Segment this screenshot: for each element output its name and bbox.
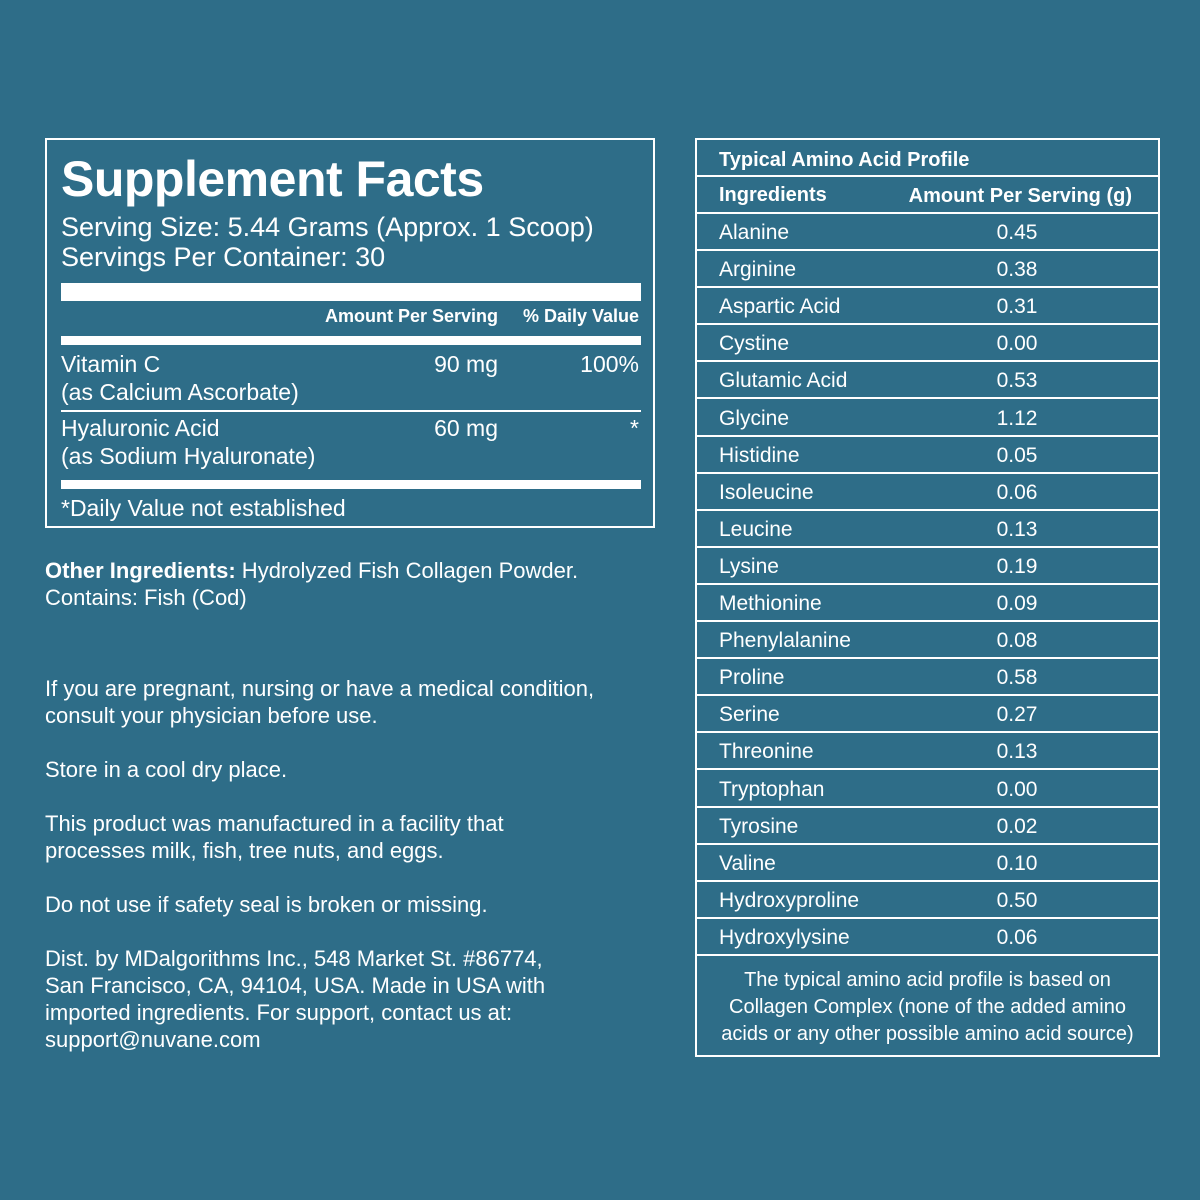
amino-acid-name: Hydroxyproline <box>719 888 860 912</box>
amino-acid-name: Isoleucine <box>719 480 814 504</box>
amino-acid-amount: 0.05 <box>996 443 1038 467</box>
other-ingredients: Other Ingredients: Hydrolyzed Fish Colla… <box>45 557 655 611</box>
amino-acid-amount: 0.02 <box>996 814 1038 838</box>
table-row: Leucine 0.13 <box>697 511 1158 548</box>
amino-acid-name: Tryptophan <box>719 777 825 801</box>
table-row: Arginine 0.38 <box>697 251 1158 289</box>
divider-thin <box>61 410 641 412</box>
other-ingredients-text: Hydrolyzed Fish Collagen Powder. <box>235 558 579 583</box>
nutrient-amount: 60 mg <box>434 415 498 441</box>
amino-acid-amount: 0.09 <box>996 592 1038 615</box>
amino-acid-amount: 0.19 <box>996 554 1038 578</box>
table-row: Tyrosine 0.02 <box>697 808 1158 845</box>
table-row: Cystine 0.00 <box>697 325 1158 363</box>
nutrient-label: Vitamin C <box>61 351 161 377</box>
amino-acid-name: Histidine <box>719 443 800 467</box>
allergen-contains: Contains: Fish (Cod) <box>45 585 247 610</box>
amino-acid-name: Methionine <box>719 592 822 615</box>
amino-acid-name: Threonine <box>719 740 814 764</box>
nutrient-daily-value: * <box>630 415 639 441</box>
facts-title: Supplement Facts <box>61 151 484 207</box>
amino-acid-amount: 0.45 <box>996 221 1038 244</box>
amino-acid-amount: 0.08 <box>996 629 1038 653</box>
serving-info: Serving Size: 5.44 Grams (Approx. 1 Scoo… <box>61 212 594 272</box>
table-row: Threonine 0.13 <box>697 733 1158 771</box>
amino-acid-name: Serine <box>719 703 780 727</box>
other-ingredients-label: Other Ingredients: <box>45 558 236 583</box>
amino-title-row: Typical Amino Acid Profile <box>697 140 1158 177</box>
amino-acid-amount: 0.00 <box>996 777 1038 801</box>
table-row: Hydroxyproline 0.50 <box>697 882 1158 919</box>
table-row: Valine 0.10 <box>697 845 1158 882</box>
amino-acid-name: Proline <box>719 666 785 690</box>
storage-instructions: Store in a cool dry place. <box>45 757 288 782</box>
serving-size: Serving Size: 5.44 Grams (Approx. 1 Scoo… <box>61 212 594 242</box>
allergen-facility-notice: This product was manufactured in a facil… <box>45 811 504 863</box>
safety-seal-notice: Do not use if safety seal is broken or m… <box>45 892 488 917</box>
amino-acid-name: Valine <box>719 851 776 875</box>
amino-acid-name: Aspartic Acid <box>719 295 841 319</box>
amino-acid-profile-table: Typical Amino Acid Profile Ingredients A… <box>695 138 1160 1057</box>
table-row: Tryptophan 0.00 <box>697 771 1158 808</box>
amino-acid-name: Lysine <box>719 554 779 578</box>
divider-medium <box>61 480 641 489</box>
table-row: Methionine 0.09 <box>697 585 1158 622</box>
amino-acid-amount: 0.27 <box>996 703 1038 727</box>
amino-acid-amount: 0.10 <box>996 851 1038 875</box>
servings-per-container: Servings Per Container: 30 <box>61 242 386 272</box>
amino-acid-amount: 0.13 <box>996 740 1038 764</box>
table-row: Histidine 0.05 <box>697 437 1158 474</box>
amino-header-row: Ingredients Amount Per Serving (g) <box>697 177 1158 214</box>
nutrient-form: (as Calcium Ascorbate) <box>61 379 299 405</box>
amino-acid-amount: 0.13 <box>996 517 1038 541</box>
amino-acid-amount: 0.00 <box>996 332 1038 356</box>
amino-table-title: Typical Amino Acid Profile <box>719 149 970 171</box>
nutrient-form: (as Sodium Hyaluronate) <box>61 443 316 469</box>
amino-acid-name: Tyrosine <box>719 814 799 838</box>
amino-acid-name: Leucine <box>719 517 793 541</box>
table-row: Glycine 1.12 <box>697 400 1158 437</box>
amino-acid-amount: 0.38 <box>996 258 1038 282</box>
amino-acid-name: Glycine <box>719 406 790 430</box>
amino-acid-name: Cystine <box>719 332 790 356</box>
nutrient-amount: 90 mg <box>434 351 498 377</box>
amino-acid-amount: 0.06 <box>996 480 1038 504</box>
amino-acid-amount: 0.31 <box>996 295 1038 319</box>
amino-acid-name: Hydroxylysine <box>719 925 850 949</box>
table-row: Aspartic Acid 0.31 <box>697 288 1158 326</box>
table-row: Proline 0.58 <box>697 659 1158 697</box>
nutrient-name: Hyaluronic Acid (as Sodium Hyaluronate) <box>61 414 315 470</box>
table-row: Hydroxylysine 0.06 <box>697 919 1158 956</box>
pregnancy-warning: If you are pregnant, nursing or have a m… <box>45 676 595 728</box>
nutrient-name: Vitamin C (as Calcium Ascorbate) <box>61 350 299 406</box>
table-row: Lysine 0.19 <box>697 548 1158 585</box>
table-row: Isoleucine 0.06 <box>697 474 1158 511</box>
divider-medium <box>61 336 641 345</box>
amino-acid-amount: 0.50 <box>996 888 1038 912</box>
amino-acid-name: Arginine <box>719 258 797 282</box>
supplement-facts-panel: Supplement Facts Serving Size: 5.44 Gram… <box>45 138 655 528</box>
daily-value-header: % Daily Value <box>522 306 639 326</box>
table-row: Alanine 0.45 <box>697 214 1158 251</box>
nutrient-label: Hyaluronic Acid <box>61 415 220 441</box>
divider-thick <box>61 283 641 301</box>
table-row: Serine 0.27 <box>697 696 1158 734</box>
amino-acid-name: Alanine <box>719 221 790 244</box>
amino-acid-amount: 0.58 <box>996 666 1038 690</box>
nutrient-daily-value: 100% <box>580 351 639 377</box>
amino-acid-name: Glutamic Acid <box>719 369 848 393</box>
warnings-section: If you are pregnant, nursing or have a m… <box>45 675 655 1080</box>
table-row: Phenylalanine 0.08 <box>697 622 1158 660</box>
amount-column-header: Amount Per Serving (g) <box>908 185 1132 207</box>
amino-profile-note: The typical amino acid profile is based … <box>721 969 1134 1045</box>
ingredients-column-header: Ingredients <box>719 184 827 206</box>
amino-acid-amount: 0.06 <box>996 925 1038 949</box>
table-row: Glutamic Acid 0.53 <box>697 362 1158 400</box>
distributor-info: Dist. by MDalgorithms Inc., 548 Market S… <box>45 946 546 1052</box>
amino-acid-amount: 1.12 <box>996 406 1038 430</box>
amount-per-serving-header: Amount Per Serving <box>324 306 498 326</box>
amino-acid-name: Phenylalanine <box>719 629 851 653</box>
daily-value-footnote: *Daily Value not established <box>61 495 346 521</box>
amino-acid-amount: 0.53 <box>996 369 1038 393</box>
